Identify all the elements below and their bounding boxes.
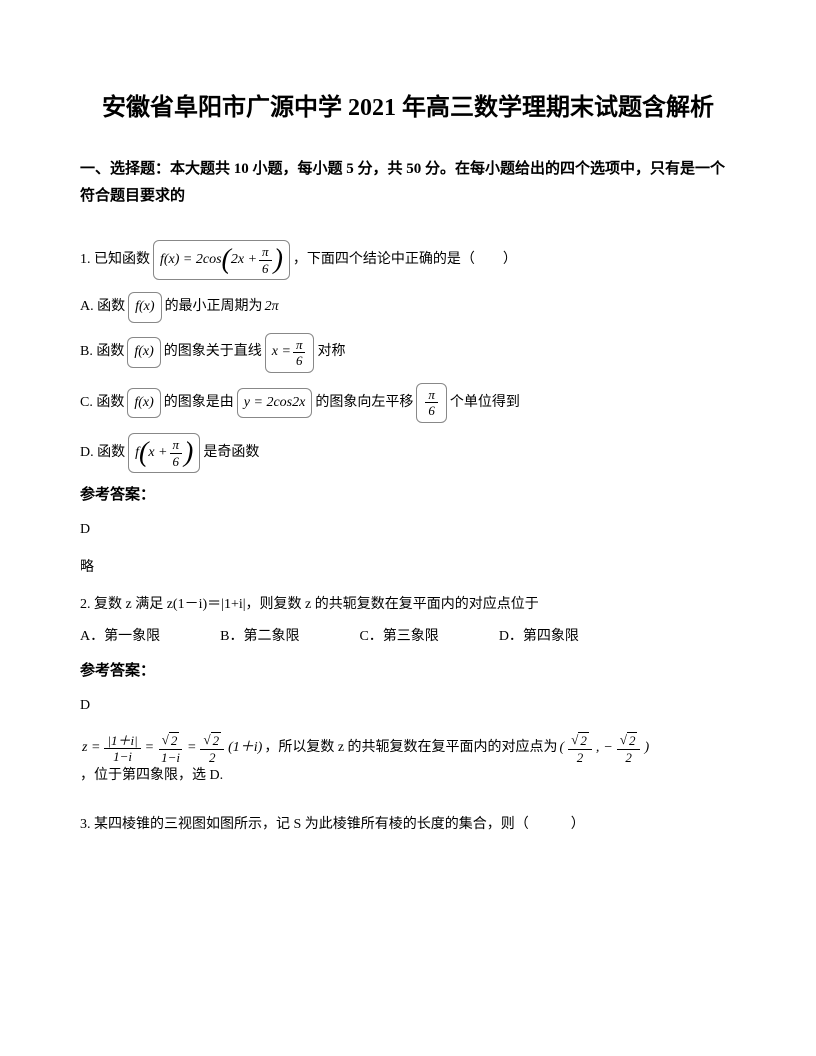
fx-formula: f(x) [128,292,161,322]
q1-suffix: ，下面四个结论中正确的是（ ） [293,249,517,271]
q1-answer: D [80,519,736,541]
q1-formula: f(x) = 2cos ( 2x + π 6 ) [153,240,290,280]
q1-optC: C. 函数 f(x) 的图象是由 y = 2cos2x 的图象向左平移 π 6 … [80,383,736,423]
q1-prefix: 1. 已知函数 [80,249,150,271]
q2-solution: z = |1＋i| 1−i = √2 1−i = √2 2 (1＋i) ，所以复… [80,732,736,788]
section-header: 一、选择题：本大题共 10 小题，每小题 5 分，共 50 分。在每小题给出的四… [80,156,736,210]
q2-options: A．第一象限 B．第二象限 C．第三象限 D．第四象限 [80,626,736,648]
fx-formula: f(x) [127,388,160,418]
q1-optA: A. 函数 f(x) 的最小正周期为 2π [80,292,736,322]
q1-stem: 1. 已知函数 f(x) = 2cos ( 2x + π 6 ) ，下面四个结论… [80,240,736,280]
q1-optD: D. 函数 f ( x + π 6 ) 是奇函数 [80,433,736,473]
fx-formula: f(x) [127,337,160,367]
q2-optD: D．第四象限 [499,626,579,648]
q1-optC-frac: π 6 [416,383,447,423]
q2-answer-label: 参考答案： [80,659,736,683]
q2-optC: C．第三象限 [359,626,438,648]
q1-optC-formula: y = 2cos2x [237,388,313,418]
q3-stem: 3. 某四棱锥的三视图如图所示，记 S 为此棱锥所有棱的长度的集合，则（ ） [80,814,736,836]
q2-optB: B．第二象限 [220,626,299,648]
page-title: 安徽省阜阳市广源中学 2021 年高三数学理期末试题含解析 [80,90,736,126]
q1-answer-detail: 略 [80,557,736,579]
q1-answer-label: 参考答案： [80,483,736,507]
q2-optA: A．第一象限 [80,626,160,648]
q1-optD-formula: f ( x + π 6 ) [128,433,200,473]
q2-stem: 2. 复数 z 满足 z(1－i)＝|1+i|，则复数 z 的共轭复数在复平面内… [80,594,736,616]
q1-optB: B. 函数 f(x) 的图象关于直线 x = π 6 对称 [80,333,736,373]
q2-answer: D [80,695,736,717]
q1-optB-formula: x = π 6 [265,333,315,373]
